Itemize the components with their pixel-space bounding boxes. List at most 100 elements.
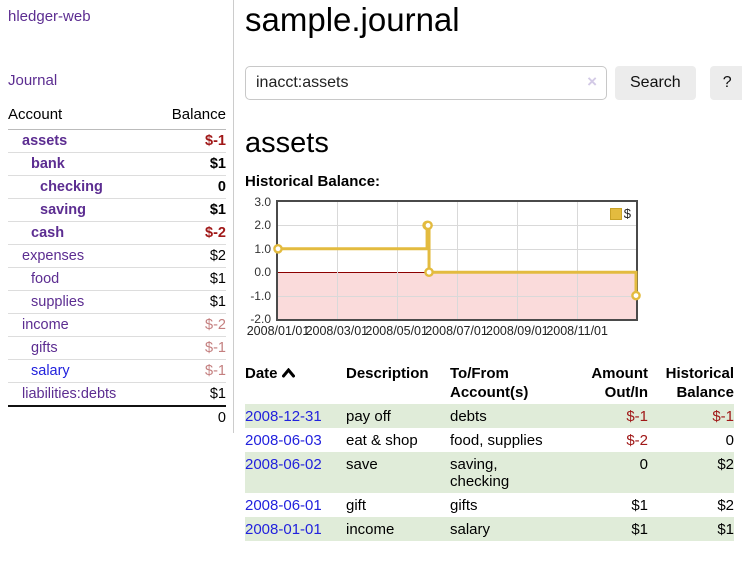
sort-ascending-icon — [281, 364, 295, 383]
accounts-table: Account Balance assets $-1 bank $1 check… — [8, 102, 226, 429]
account-balance: $-2 — [153, 313, 226, 337]
account-link[interactable]: gifts — [31, 340, 58, 356]
register-description-cell: income — [346, 521, 395, 538]
register-amount-cell: $1 — [631, 521, 648, 538]
register-date-cell: 2008-12-31 — [245, 404, 346, 428]
legend-label: $ — [623, 206, 631, 221]
y-tick-label: 2.0 — [254, 218, 271, 233]
register-amount-cell: 0 — [639, 456, 648, 473]
table-row: 2008-01-01 income salary $1 $1 — [245, 517, 734, 541]
x-tick-label: 2008/07/01 — [425, 324, 488, 338]
register-date-cell: 2008-06-01 — [245, 493, 346, 517]
x-tick-label: 2008/05/01 — [365, 324, 428, 338]
x-tick-label: 2008/11/01 — [546, 324, 608, 338]
register-header-date: Date — [245, 362, 346, 404]
amount-header-line1: Amount — [591, 365, 648, 382]
date-link[interactable]: 2008-06-02 — [245, 456, 322, 473]
accounts-total-value: 0 — [153, 405, 226, 429]
chart-plot-inner: $ — [273, 202, 641, 319]
accounts-total-row: 0 — [8, 405, 226, 429]
account-name-cell: expenses — [8, 244, 154, 268]
accounts-header-line2: Account(s) — [450, 384, 529, 401]
account-link[interactable]: income — [22, 317, 69, 333]
y-tick-label: -1.0 — [250, 288, 271, 303]
accounts-header-balance: Balance — [153, 102, 226, 130]
account-row: assets $-1 — [8, 129, 226, 153]
data-point-marker — [424, 267, 434, 277]
x-tick-label: 2008/01/01 — [246, 324, 310, 338]
register-accounts-cell: gifts — [450, 497, 478, 514]
register-balance-cell: 0 — [725, 432, 734, 449]
register-header-balance: Historical Balance — [648, 362, 734, 404]
sidebar-divider — [233, 0, 234, 433]
table-row: 2008-06-03 eat & shop food, supplies $-2… — [245, 428, 734, 452]
account-link[interactable]: food — [31, 271, 60, 287]
y-tick-label: 3.0 — [254, 195, 271, 209]
date-link[interactable]: 2008-06-03 — [245, 432, 322, 449]
account-balance: $-2 — [153, 221, 226, 245]
account-link[interactable]: cash — [31, 225, 65, 241]
v-gridline — [577, 202, 579, 319]
register-description-cell: eat & shop — [346, 432, 418, 449]
date-link[interactable]: 2008-12-31 — [245, 408, 322, 425]
search-input[interactable] — [245, 66, 607, 100]
date-link[interactable]: 2008-06-01 — [245, 497, 322, 514]
account-link[interactable]: salary — [31, 363, 70, 379]
data-point-marker — [273, 244, 283, 254]
search-row: × Search ? — [245, 66, 742, 100]
account-balance: $-1 — [153, 336, 226, 360]
page-title: sample.journal — [245, 1, 460, 38]
register-amount-cell: $1 — [631, 497, 648, 514]
account-name-cell: income — [8, 313, 154, 337]
register-balance-cell: $2 — [717, 456, 734, 473]
account-link[interactable]: saving — [40, 202, 86, 218]
account-name-cell: supplies — [8, 290, 154, 314]
register-description-cell: gift — [346, 497, 367, 514]
register-amount-cell: $-2 — [626, 432, 648, 449]
register-header-accounts: To/From Account(s) — [450, 362, 556, 404]
register-date-cell: 2008-06-02 — [245, 452, 346, 493]
clear-search-icon[interactable]: × — [587, 72, 597, 91]
register-amount-cell: $-1 — [626, 408, 648, 425]
account-link[interactable]: assets — [22, 133, 68, 149]
account-balance: $2 — [153, 244, 226, 268]
help-button[interactable]: ? — [709, 66, 742, 100]
table-row: 2008-12-31 pay off debts $-1 $-1 — [245, 404, 734, 428]
account-row: liabilities:debts $1 — [8, 382, 226, 407]
register-date-cell: 2008-01-01 — [245, 517, 346, 541]
v-gridline — [396, 202, 398, 319]
account-link[interactable]: bank — [31, 156, 65, 172]
sidebar-item-journal[interactable]: Journal — [8, 72, 58, 89]
account-link[interactable]: liabilities:debts — [22, 386, 117, 402]
account-balance: $1 — [153, 152, 226, 176]
accounts-header-account: Account — [8, 102, 154, 130]
register-header-row: Date Description To/From Account(s) Amou… — [245, 362, 734, 404]
register-description-cell: pay off — [346, 408, 391, 425]
amount-header-line2: Out/In — [604, 384, 648, 401]
register-accounts-cell: salary — [450, 521, 491, 538]
account-link[interactable]: checking — [40, 179, 103, 195]
account-name-cell: food — [8, 267, 154, 291]
register-balance-cell: $1 — [717, 521, 734, 538]
x-tick-label: 2008/03/01 — [305, 324, 369, 338]
register-header-amount: Amount Out/In — [556, 362, 648, 404]
date-link[interactable]: 2008-01-01 — [245, 521, 322, 538]
account-name-cell: cash — [8, 221, 154, 245]
app-brand-link[interactable]: hledger-web — [8, 8, 91, 25]
balance-header-line1: Historical — [665, 365, 734, 382]
account-link[interactable]: supplies — [31, 294, 85, 310]
v-gridline — [336, 202, 338, 319]
account-balance: $1 — [153, 382, 226, 407]
account-row: income $-2 — [8, 313, 226, 337]
x-tick-label: 2008/09/01 — [486, 324, 549, 338]
data-point-marker — [631, 290, 641, 301]
y-tick-label: 0.0 — [254, 265, 271, 280]
main-content: sample.journal × Search ? assets Histori… — [245, 0, 742, 541]
accounts-total-spacer — [8, 405, 154, 429]
search-button[interactable]: Search — [615, 66, 696, 100]
chart-title: Historical Balance: — [245, 173, 381, 190]
legend-swatch-icon — [609, 207, 622, 220]
account-link[interactable]: expenses — [22, 248, 85, 264]
account-balance: $1 — [153, 290, 226, 314]
account-name-cell: gifts — [8, 336, 154, 360]
